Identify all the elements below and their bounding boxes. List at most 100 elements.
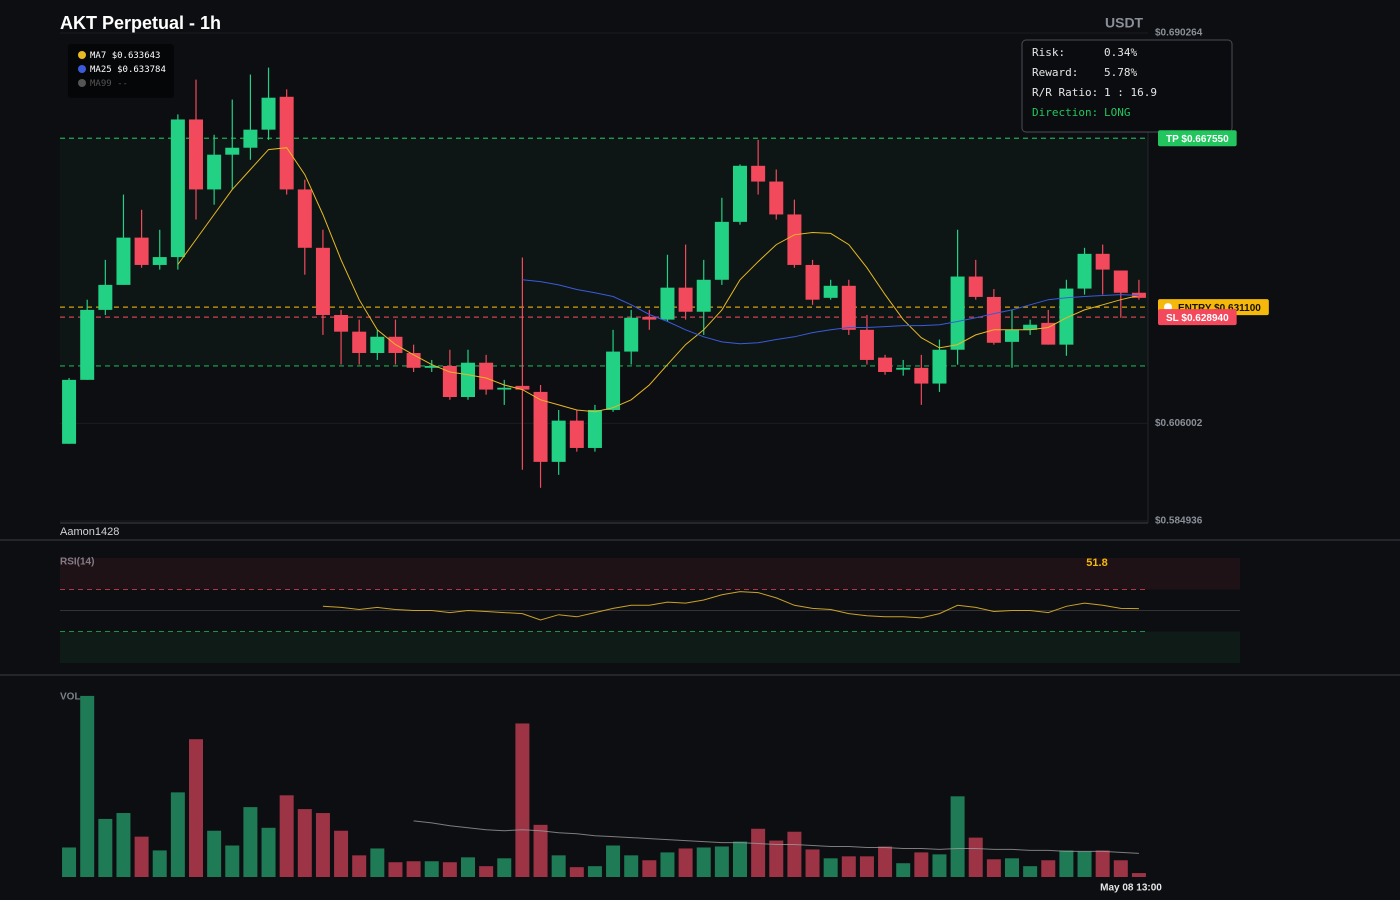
rsi-overbought-zone	[60, 558, 1240, 590]
risk-value: 5.78%	[1104, 66, 1137, 79]
candle-body	[624, 317, 639, 352]
candle-body	[515, 385, 530, 390]
volume-bar	[950, 796, 965, 877]
ma-line	[522, 279, 1139, 345]
level-tag-box	[1158, 309, 1237, 326]
legend-dot	[78, 65, 86, 73]
volume-title: VOL	[60, 692, 81, 703]
candle-body	[297, 189, 312, 248]
volume-bar	[352, 855, 367, 877]
volume-bar	[1023, 866, 1038, 877]
risk-label: Reward:	[1032, 66, 1078, 79]
candle-body	[769, 181, 784, 215]
volume-bar	[243, 807, 258, 877]
volume-bar	[714, 846, 729, 877]
candle-body	[896, 367, 911, 370]
candle-body	[261, 97, 276, 130]
candle-body	[279, 96, 294, 190]
volume-bar	[370, 848, 385, 877]
candle-body	[479, 362, 494, 390]
candle-body	[660, 287, 675, 320]
risk-value: LONG	[1104, 106, 1131, 119]
legend-value: $0.633643	[112, 51, 161, 61]
legend-dot	[78, 51, 86, 59]
volume-ma-line	[413, 820, 1139, 854]
candle-body	[841, 285, 856, 330]
volume-bar	[189, 739, 203, 877]
candle-body	[751, 165, 766, 182]
level-tag: TP $0.667550	[1158, 130, 1237, 147]
level-tag-box	[1158, 130, 1237, 147]
watermark: Aamon1428	[60, 526, 119, 538]
time-label: May 08 13:00	[1100, 883, 1162, 894]
volume-bar	[805, 849, 820, 877]
volume-bar	[406, 861, 421, 877]
volume-bar	[442, 862, 457, 877]
volume-bar	[533, 824, 548, 877]
volume-bar	[134, 836, 149, 877]
volume-bar	[1131, 873, 1146, 877]
candle-body	[968, 276, 983, 297]
candle-body	[587, 409, 602, 448]
level-tag: SL $0.628940	[1158, 309, 1237, 326]
legend-dot	[78, 79, 86, 87]
rsi-value-label: 51.8	[1086, 557, 1107, 569]
volume-bar	[207, 830, 222, 877]
ma-line	[177, 147, 1140, 413]
volume-bar	[932, 854, 947, 877]
candle-body	[714, 221, 729, 280]
volume-bar	[696, 847, 711, 877]
volume-bar	[1077, 851, 1092, 877]
candle-body	[859, 329, 874, 360]
volume-bar	[841, 856, 856, 877]
candle-body	[497, 387, 512, 390]
candle-body	[733, 165, 747, 222]
volume-bar	[569, 867, 584, 877]
candle-body	[352, 331, 367, 353]
volume-bar	[80, 695, 95, 877]
legend-name: MA25	[90, 65, 112, 75]
volume-bar	[152, 850, 167, 877]
candle-body	[1113, 270, 1128, 293]
volume-bar	[388, 862, 403, 877]
volume-bar	[515, 723, 530, 877]
level-label: ENTRY $0.631100	[1178, 303, 1261, 314]
candle-body	[98, 284, 113, 310]
candle-body	[442, 365, 457, 397]
candle-body	[1059, 288, 1074, 345]
rsi-oversold-zone	[60, 631, 1240, 663]
chart-title: AKT Perpetual - 1h	[60, 13, 221, 33]
volume-bar	[261, 827, 276, 877]
candle-body	[805, 264, 820, 300]
candle-body	[878, 357, 893, 372]
volume-bar	[733, 841, 747, 877]
volume-bar	[551, 855, 566, 877]
volume-bar	[170, 792, 185, 877]
volume-bar	[315, 813, 330, 877]
candle-body	[461, 362, 475, 397]
risk-value: 1 : 16.9	[1104, 86, 1157, 99]
candle-body	[986, 296, 1001, 343]
volume-bar	[986, 859, 1001, 877]
volume-bar	[624, 855, 639, 877]
candle-body	[315, 247, 330, 315]
candle-body	[1077, 253, 1092, 289]
candle-body	[170, 119, 185, 258]
candle-body	[116, 237, 131, 285]
volume-bar	[751, 828, 766, 877]
candle-body	[914, 367, 929, 384]
volume-bar	[896, 863, 911, 877]
rsi-title: RSI(14)	[60, 557, 94, 568]
risk-label: R/R Ratio:	[1032, 86, 1098, 99]
entry-dot	[1164, 303, 1172, 312]
candle-body	[370, 336, 385, 353]
candle-body	[950, 276, 965, 350]
candle-body	[606, 351, 621, 410]
volume-bar	[424, 861, 439, 877]
candle-body	[243, 129, 258, 148]
volume-bar	[1095, 850, 1110, 877]
volume-bar	[914, 852, 929, 877]
volume-bar	[461, 857, 475, 877]
